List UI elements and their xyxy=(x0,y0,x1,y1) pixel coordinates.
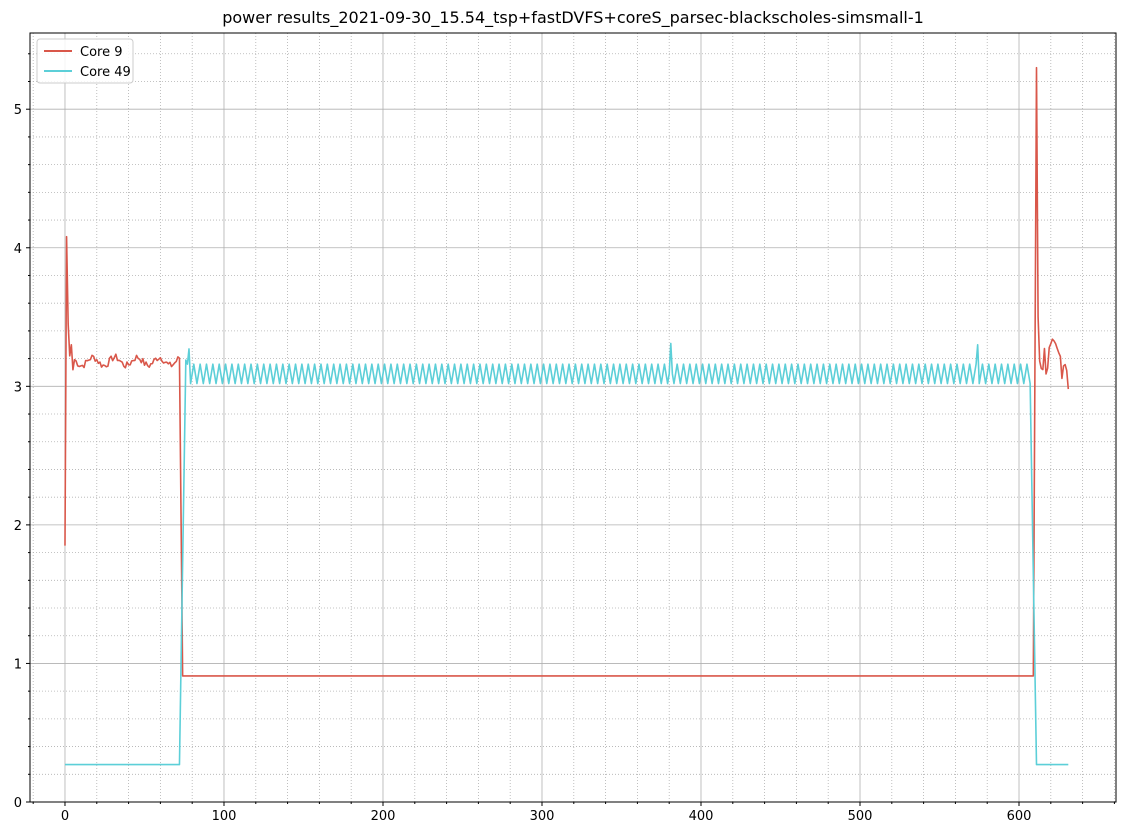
major-grid xyxy=(30,33,1116,803)
x-tick-label: 0 xyxy=(61,809,69,824)
x-tick-label: 400 xyxy=(689,809,714,824)
y-tick-label: 5 xyxy=(14,103,22,118)
y-tick-label: 3 xyxy=(14,380,22,395)
series-layer xyxy=(64,66,1070,766)
x-tick-label: 500 xyxy=(848,809,873,824)
legend-label-core-49: Core 49 xyxy=(80,65,131,80)
ticks-layer: 0 100 200 300 400 500 600 0 1 2 3 4 5 xyxy=(14,53,1115,824)
x-tick-label: 300 xyxy=(530,809,555,824)
axes-frame xyxy=(29,32,1117,803)
legend: Core 9 Core 49 xyxy=(36,38,134,84)
y-tick-label: 4 xyxy=(14,242,22,257)
x-tick-label: 100 xyxy=(212,809,237,824)
series-line-core-9 xyxy=(64,66,1070,677)
y-tick-label: 1 xyxy=(14,657,22,672)
legend-label-core-9: Core 9 xyxy=(80,45,123,60)
x-tick-label: 200 xyxy=(371,809,396,824)
minor-grid xyxy=(30,33,1116,802)
series-line-core-49 xyxy=(64,342,1069,766)
y-tick-label: 0 xyxy=(14,796,22,811)
x-tick-label: 600 xyxy=(1007,809,1032,824)
chart-title: power results_2021-09-30_15.54_tsp+fastD… xyxy=(222,8,924,28)
y-tick-label: 2 xyxy=(14,519,22,534)
